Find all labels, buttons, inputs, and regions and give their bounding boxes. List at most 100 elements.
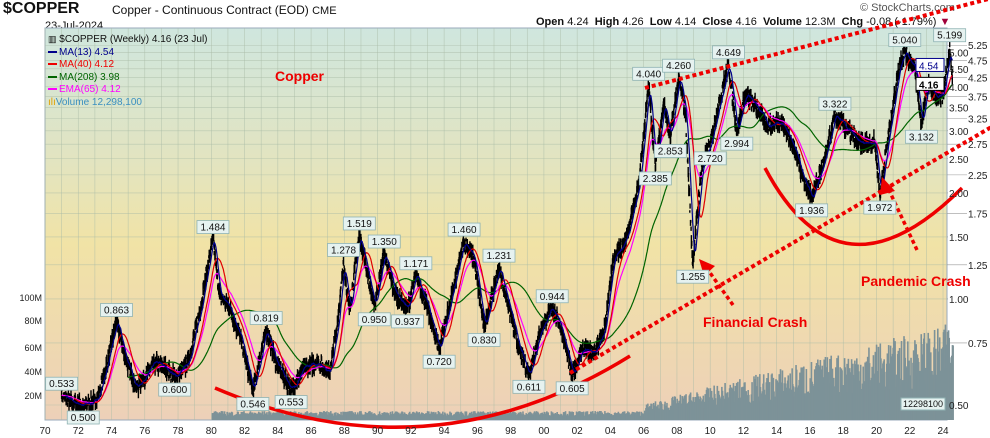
- volume-bar: [837, 355, 840, 420]
- y-tick-label: 2.50: [949, 155, 969, 166]
- label-text: 3.322: [822, 99, 847, 110]
- volume-bar: [846, 363, 848, 420]
- volume-bar: [709, 388, 712, 420]
- volume-bar: [877, 346, 880, 420]
- label-box: [158, 382, 192, 397]
- x-tick-label: 94: [439, 426, 451, 437]
- label-box: [367, 234, 401, 249]
- x-tick-label: 86: [306, 426, 318, 437]
- financial-crash-arrow: [706, 268, 735, 307]
- point-label: 0.720: [422, 354, 456, 369]
- y-tick-label: 4.00: [949, 83, 969, 94]
- label-box: [327, 243, 360, 257]
- label-box: [653, 144, 687, 158]
- label-text: 5.199: [937, 31, 962, 42]
- label-text: 0.950: [362, 315, 387, 326]
- label-text: 0.937: [395, 317, 420, 328]
- x-tick-label: 08: [671, 426, 683, 437]
- volume-tag: [900, 397, 946, 411]
- y-tick-label: 1.50: [949, 233, 969, 244]
- label-box: [422, 354, 456, 369]
- x-tick-label: 78: [172, 426, 184, 437]
- label-box: [535, 289, 569, 304]
- point-label: 0.533: [45, 376, 79, 391]
- volume-bar: [550, 411, 553, 420]
- legend-label: MA(40) 4.12: [59, 59, 115, 70]
- volume-label: Volume: [762, 16, 802, 28]
- point-label: 3.322: [818, 96, 852, 111]
- volume-bar: [830, 355, 833, 420]
- volume-bar: [751, 382, 753, 420]
- label-text: 0.944: [540, 292, 565, 303]
- volume-bar: [582, 411, 585, 420]
- ma13-line: [65, 52, 953, 407]
- x-tick-label: 00: [538, 426, 550, 437]
- x-tick-label: 82: [239, 426, 251, 437]
- volume-bar: [692, 397, 695, 420]
- volume-bar: [509, 411, 512, 420]
- legend-ma40: MA(40) 4.12: [48, 59, 208, 72]
- label-box: [196, 220, 230, 234]
- volume-bar: [638, 411, 641, 420]
- label-text: 1.231: [486, 251, 511, 262]
- legend-label: EMA(65) 4.12: [59, 84, 121, 95]
- point-label: 0.819: [249, 311, 283, 325]
- pandemic-crash-arrow: [886, 187, 919, 251]
- point-label: 2.385: [638, 171, 672, 186]
- upper-trendline: [644, 0, 990, 90]
- label-box: [905, 129, 938, 144]
- volume-bar: [795, 369, 798, 420]
- volume-bar: [781, 370, 784, 420]
- label-text: 0.720: [427, 357, 452, 368]
- ohlc-bar: Open 4.24 High 4.26 Low 4.14 Close 4.16 …: [536, 16, 950, 28]
- point-label: 0.937: [391, 314, 424, 329]
- label-text: 1.255: [680, 272, 705, 283]
- volume-bar: [898, 348, 901, 420]
- point-label: 1.171: [399, 256, 433, 271]
- point-label: 1.460: [447, 222, 481, 237]
- y-tick-label: 3.50: [949, 103, 969, 114]
- x-tick-label: 22: [904, 426, 916, 437]
- x-tick-label: 16: [804, 426, 816, 437]
- last-value-tag: [915, 57, 945, 72]
- chg-label: Chg: [841, 16, 864, 28]
- volume-bar: [771, 373, 773, 420]
- point-label: 0.944: [535, 289, 569, 304]
- y-tick-label: 2.25: [968, 171, 988, 182]
- point-label: 0.863: [100, 303, 133, 317]
- x-tick-label: 88: [339, 426, 351, 437]
- high-label: High: [594, 16, 620, 28]
- volume-bar: [900, 341, 903, 420]
- x-tick-label: 04: [605, 426, 617, 437]
- label-text: 0.500: [71, 413, 96, 424]
- y-tick-label: 1.75: [968, 209, 988, 220]
- point-label: 0.950: [357, 312, 391, 327]
- point-label: 2.994: [720, 136, 754, 151]
- x-tick-label: 70: [39, 426, 51, 437]
- x-tick-label: 76: [139, 426, 151, 437]
- x-tick-label: 18: [838, 426, 850, 437]
- ema65-line: [61, 70, 953, 404]
- legend-ma13: MA(13) 4.54: [48, 47, 208, 60]
- volume-value: 12.3M: [804, 16, 836, 28]
- x-tick-label: 06: [638, 426, 650, 437]
- legend: ▥ $COPPER (Weekly) 4.16 (23 Jul) MA(13) …: [48, 33, 208, 109]
- point-label: 1.231: [482, 248, 516, 263]
- open-value: 4.24: [567, 16, 589, 28]
- legend-label: MA(13) 4.54: [59, 46, 115, 58]
- description-text: Copper - Continuous Contract (EOD): [112, 3, 309, 17]
- high-value: 4.26: [622, 16, 644, 28]
- label-box: [632, 66, 666, 81]
- y-tick-label: 3.25: [968, 115, 988, 126]
- legend-volume: ılıVolume 12,298,100: [48, 97, 208, 110]
- exchange: CME: [312, 5, 337, 17]
- label-box: [357, 312, 391, 327]
- label-text: 0.605: [560, 384, 585, 395]
- point-label: 1.278: [327, 243, 360, 257]
- y-tick-label: 2.75: [968, 140, 988, 151]
- point-label: 3.132: [905, 129, 938, 144]
- volume-bar: [874, 351, 877, 420]
- open-label: Open: [536, 16, 565, 28]
- label-box: [249, 311, 283, 325]
- label-text: 0.863: [104, 305, 129, 316]
